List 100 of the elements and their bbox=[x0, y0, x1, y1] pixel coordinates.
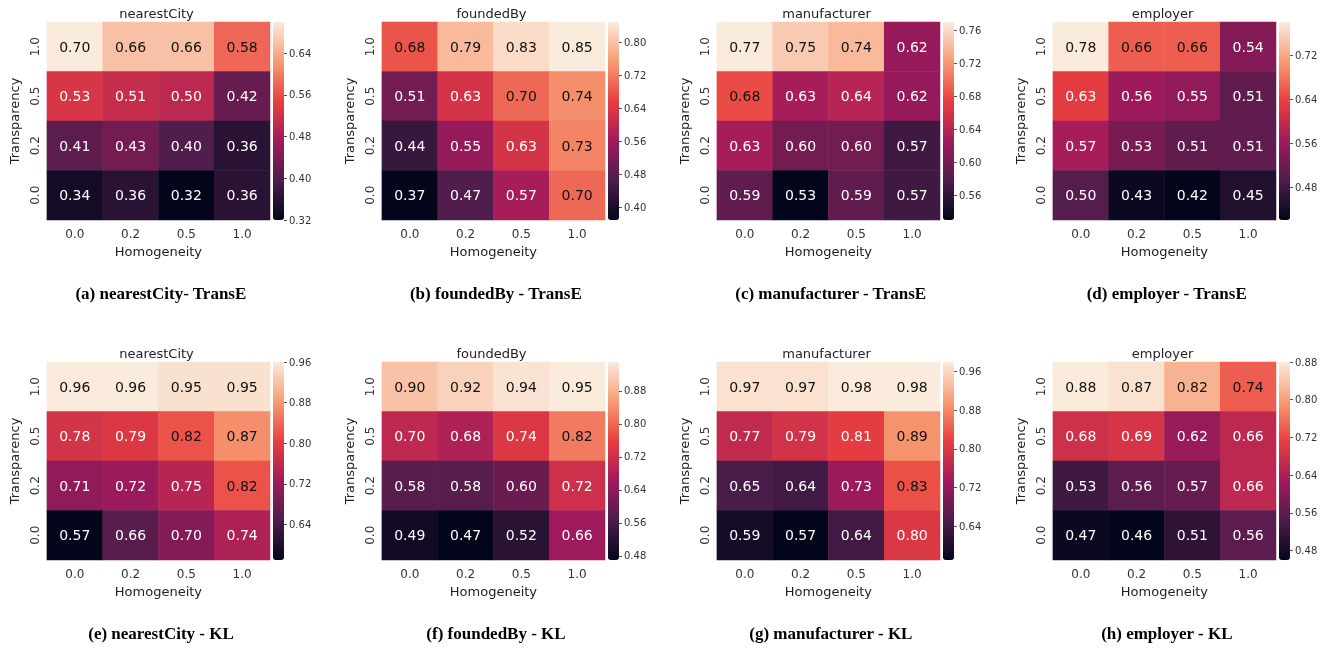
data-label: 0.63 bbox=[1065, 88, 1097, 105]
color-bar-label: 0.80 bbox=[1295, 394, 1318, 406]
data-label: 0.62 bbox=[896, 38, 928, 55]
data-label: 0.66 bbox=[114, 527, 147, 544]
x-axis-title: Homogeneity bbox=[784, 583, 873, 599]
x-tick-label: 0.5 bbox=[846, 227, 866, 241]
data-label: 0.95 bbox=[226, 378, 258, 395]
x-tick-label: 0.2 bbox=[791, 567, 811, 581]
color-bar-label: 0.56 bbox=[624, 517, 647, 529]
data-label: 0.83 bbox=[505, 38, 537, 55]
data-label: 0.41 bbox=[59, 137, 91, 154]
y-axis-title: Transparency bbox=[677, 77, 692, 166]
y-tick-label: 0.0 bbox=[362, 185, 377, 205]
data-label: 0.54 bbox=[1232, 38, 1264, 55]
y-tick-label: 0.2 bbox=[697, 136, 712, 156]
color-bar-label: 0.64 bbox=[1295, 469, 1318, 481]
x-tick-label: 1.0 bbox=[232, 227, 252, 241]
color-bar-label: 0.32 bbox=[289, 214, 312, 226]
y-tick-label: 1.0 bbox=[27, 377, 42, 397]
y-tick-label: 0.2 bbox=[27, 136, 42, 156]
x-tick-label: 0.5 bbox=[176, 567, 196, 581]
data-label: 0.79 bbox=[449, 38, 482, 55]
y-tick-label: 0.2 bbox=[362, 476, 377, 496]
data-label: 0.36 bbox=[226, 187, 258, 204]
data-label: 0.53 bbox=[784, 187, 817, 204]
data-label: 0.82 bbox=[226, 477, 258, 494]
y-tick-label: 0.5 bbox=[697, 86, 712, 106]
data-label: 0.68 bbox=[449, 428, 482, 445]
x-tick-label: 0.2 bbox=[1127, 227, 1147, 241]
x-axis-title: Homogeneity bbox=[449, 243, 538, 259]
text: (e) nearestCity - KL bbox=[88, 624, 234, 643]
data-label: 0.63 bbox=[505, 137, 537, 154]
text: (h) employer - KL bbox=[1101, 624, 1233, 643]
y-tick-label: 0.5 bbox=[27, 426, 42, 446]
color-bar-label: 0.48 bbox=[1295, 181, 1318, 193]
color-bar-label: 0.64 bbox=[624, 103, 647, 115]
color-bar-label: 0.88 bbox=[289, 397, 312, 409]
y-tick-label: 0.2 bbox=[1033, 476, 1048, 496]
data-label: 0.51 bbox=[1176, 137, 1208, 154]
data-label: 0.47 bbox=[449, 527, 482, 544]
color-bar-label: 0.60 bbox=[959, 156, 982, 168]
data-label: 0.75 bbox=[170, 477, 202, 494]
data-label: 0.70 bbox=[170, 527, 202, 544]
data-label: 0.79 bbox=[114, 428, 147, 445]
y-axis-title: Transparency bbox=[677, 417, 692, 506]
data-label: 0.79 bbox=[784, 428, 817, 445]
text: (a) nearestCity- TransE bbox=[75, 284, 247, 303]
data-label: 0.51 bbox=[114, 88, 147, 105]
data-label: 0.74 bbox=[561, 88, 593, 105]
color-bar-label: 0.64 bbox=[959, 123, 982, 135]
y-tick-label: 0.2 bbox=[27, 476, 42, 496]
color-bar-label: 0.72 bbox=[1295, 49, 1318, 61]
data-label: 0.68 bbox=[1065, 428, 1097, 445]
data-label: 0.90 bbox=[394, 378, 426, 395]
data-label: 0.57 bbox=[896, 187, 928, 204]
data-label: 0.53 bbox=[1065, 477, 1097, 494]
y-tick-label: 1.0 bbox=[1033, 377, 1048, 397]
color-bar-label: 0.96 bbox=[289, 356, 312, 368]
x-tick-label: 1.0 bbox=[567, 567, 587, 581]
data-label: 0.37 bbox=[394, 187, 426, 204]
color-bar-label: 0.64 bbox=[289, 47, 312, 59]
x-tick-label: 0.5 bbox=[1182, 227, 1202, 241]
data-label: 0.40 bbox=[170, 137, 202, 154]
color-bar-label: 0.72 bbox=[289, 478, 312, 490]
color-bar-label: 0.56 bbox=[959, 189, 982, 201]
y-axis-title: Transparency bbox=[7, 417, 22, 506]
data-label: 0.77 bbox=[729, 428, 761, 445]
data-label: 0.51 bbox=[1232, 88, 1264, 105]
data-label: 0.88 bbox=[1065, 378, 1097, 395]
data-label: 0.51 bbox=[1232, 137, 1264, 154]
data-label: 0.36 bbox=[114, 187, 147, 204]
color-bar-label: 0.68 bbox=[959, 90, 982, 102]
x-tick-label: 0.5 bbox=[846, 567, 866, 581]
data-label: 0.64 bbox=[784, 477, 817, 494]
data-label: 0.51 bbox=[1176, 527, 1208, 544]
data-label: 0.59 bbox=[729, 527, 761, 544]
data-label: 0.66 bbox=[170, 38, 203, 55]
y-tick-label: 0.0 bbox=[27, 185, 42, 205]
y-tick-label: 0.2 bbox=[697, 476, 712, 496]
chart-title: employer bbox=[1131, 6, 1194, 21]
data-label: 0.59 bbox=[840, 187, 872, 204]
chart-title: manufacturer bbox=[782, 346, 872, 361]
data-label: 0.42 bbox=[1176, 187, 1208, 204]
color-bar-label: 0.80 bbox=[624, 418, 647, 430]
color-bar-label: 0.64 bbox=[289, 518, 312, 530]
x-tick-label: 0.0 bbox=[735, 567, 755, 581]
x-axis-title: Homogeneity bbox=[114, 583, 203, 599]
x-tick-label: 0.2 bbox=[791, 227, 811, 241]
data-label: 0.68 bbox=[394, 38, 426, 55]
y-tick-label: 0.2 bbox=[362, 136, 377, 156]
color-bar-label: 0.40 bbox=[289, 172, 312, 184]
chart-title: employer bbox=[1131, 346, 1194, 361]
data-label: 0.82 bbox=[1176, 378, 1208, 395]
x-tick-label: 0.2 bbox=[1127, 567, 1147, 581]
y-tick-label: 0.5 bbox=[1033, 426, 1048, 446]
data-label: 0.69 bbox=[1120, 428, 1153, 445]
data-label: 0.83 bbox=[896, 477, 928, 494]
data-label: 0.63 bbox=[729, 137, 761, 154]
color-bar-label: 0.64 bbox=[624, 484, 647, 496]
color-bar-label: 0.88 bbox=[624, 385, 647, 397]
